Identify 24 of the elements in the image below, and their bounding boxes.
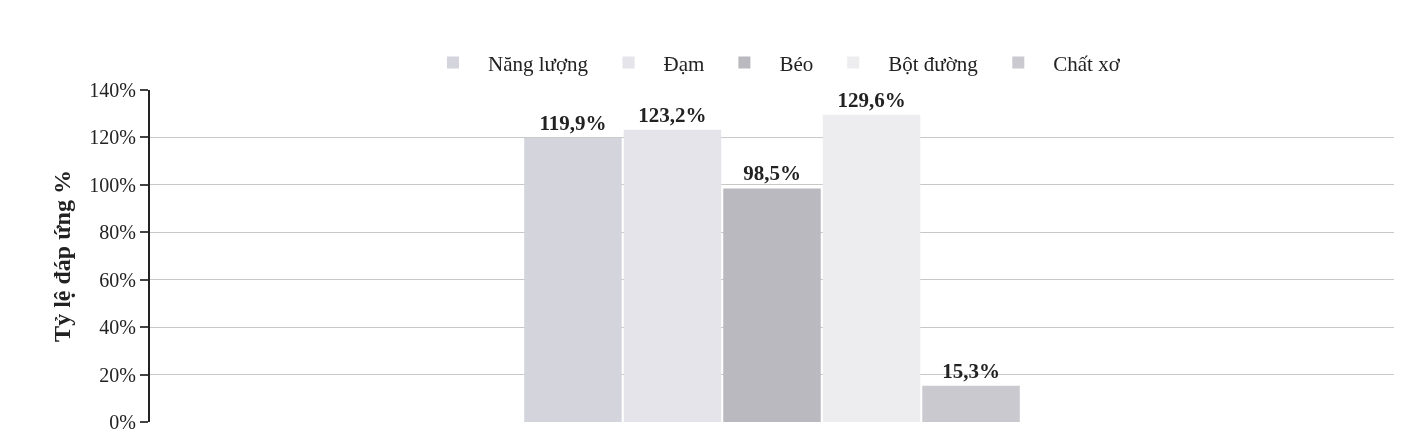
legend-label: Chất xơ: [1053, 51, 1121, 76]
data-label: 15,3%: [942, 358, 1000, 383]
data-label: 129,6%: [837, 87, 906, 112]
bar: [723, 188, 821, 422]
legend-label: Bột đường: [888, 51, 979, 76]
bar: [623, 129, 722, 422]
y-tick-label: 100%: [89, 173, 136, 196]
y-tick-label: 120%: [89, 126, 136, 149]
data-label: 98,5%: [743, 161, 801, 186]
y-tick-label: 140%: [89, 79, 136, 101]
y-tick-label: 80%: [99, 221, 136, 244]
legend-label: Đạm: [663, 51, 705, 76]
data-label: 119,9%: [539, 110, 607, 135]
y-tick-label: 20%: [99, 363, 136, 386]
legend-label: Năng lượng: [488, 51, 589, 76]
y-tick-label: 0%: [109, 411, 136, 433]
data-label: 123,2%: [638, 102, 707, 127]
y-tick-label: 40%: [99, 316, 136, 339]
y-tick-label: 60%: [99, 268, 136, 291]
bar: [822, 114, 921, 422]
bar: [922, 385, 1020, 422]
y-axis-title: Tỷ lệ đáp ứng %: [48, 170, 75, 342]
legend-label: Béo: [779, 51, 814, 76]
bar: [524, 137, 622, 422]
